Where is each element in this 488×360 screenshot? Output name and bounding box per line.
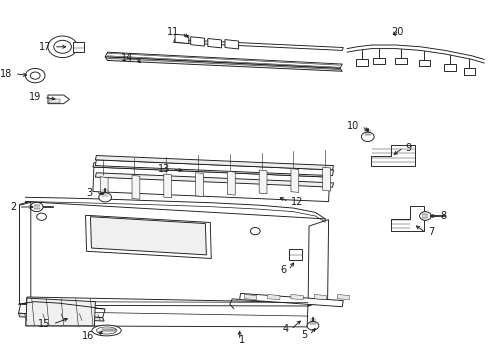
Polygon shape [372, 58, 384, 64]
Polygon shape [288, 249, 302, 260]
Text: 5: 5 [300, 330, 306, 340]
Circle shape [37, 213, 46, 220]
Circle shape [54, 40, 71, 53]
Text: 3: 3 [86, 188, 93, 198]
Text: 17: 17 [39, 42, 51, 52]
Polygon shape [337, 294, 349, 300]
Ellipse shape [96, 327, 117, 334]
Polygon shape [227, 171, 235, 195]
Polygon shape [244, 294, 256, 300]
Text: 8: 8 [439, 211, 446, 221]
Text: 9: 9 [405, 143, 411, 153]
Text: 14: 14 [121, 53, 133, 63]
Polygon shape [207, 39, 221, 48]
Polygon shape [100, 177, 108, 201]
Text: 11: 11 [167, 27, 179, 37]
Polygon shape [370, 145, 414, 166]
Text: 15: 15 [38, 319, 50, 329]
Polygon shape [26, 298, 95, 326]
Polygon shape [105, 52, 342, 68]
Polygon shape [322, 167, 330, 191]
Circle shape [306, 321, 318, 330]
Text: 18: 18 [0, 69, 12, 79]
Polygon shape [26, 297, 307, 327]
Polygon shape [19, 304, 105, 318]
Polygon shape [418, 60, 429, 66]
Circle shape [25, 68, 45, 83]
Polygon shape [19, 313, 104, 321]
Polygon shape [259, 170, 266, 194]
Polygon shape [20, 202, 31, 304]
Polygon shape [394, 58, 406, 64]
Polygon shape [390, 206, 424, 231]
Polygon shape [195, 173, 203, 197]
Polygon shape [224, 40, 238, 49]
Polygon shape [290, 168, 298, 192]
Circle shape [30, 72, 40, 79]
Polygon shape [163, 174, 171, 198]
Circle shape [419, 212, 430, 220]
Polygon shape [25, 202, 326, 306]
Text: 19: 19 [29, 92, 41, 102]
Polygon shape [95, 160, 333, 176]
Polygon shape [132, 175, 140, 199]
Text: 10: 10 [346, 121, 359, 131]
Polygon shape [190, 37, 204, 46]
Circle shape [30, 202, 43, 212]
Polygon shape [85, 215, 211, 258]
Polygon shape [90, 217, 206, 255]
Text: 4: 4 [282, 324, 288, 334]
Polygon shape [20, 202, 29, 304]
Polygon shape [93, 167, 329, 202]
Polygon shape [93, 163, 329, 177]
Polygon shape [239, 293, 343, 307]
Text: 12: 12 [290, 197, 303, 207]
Text: 7: 7 [427, 227, 433, 237]
Polygon shape [73, 42, 84, 52]
Polygon shape [463, 68, 474, 75]
Text: 13: 13 [158, 164, 170, 174]
Polygon shape [173, 40, 343, 50]
Polygon shape [307, 220, 328, 306]
Ellipse shape [92, 325, 121, 336]
Circle shape [250, 228, 260, 235]
Text: 20: 20 [390, 27, 403, 37]
Polygon shape [105, 57, 342, 71]
Text: 2: 2 [10, 202, 16, 212]
Polygon shape [95, 156, 333, 170]
Polygon shape [313, 294, 326, 300]
Polygon shape [355, 59, 367, 66]
Text: 16: 16 [82, 330, 94, 341]
Polygon shape [290, 294, 303, 300]
Polygon shape [267, 294, 279, 300]
Circle shape [48, 36, 77, 58]
Polygon shape [95, 173, 333, 187]
Circle shape [361, 132, 373, 141]
Polygon shape [443, 64, 455, 71]
Circle shape [99, 193, 111, 202]
Text: 6: 6 [279, 265, 285, 275]
Polygon shape [175, 34, 188, 44]
Polygon shape [49, 99, 60, 103]
Text: 1: 1 [239, 335, 244, 345]
Polygon shape [48, 95, 69, 104]
